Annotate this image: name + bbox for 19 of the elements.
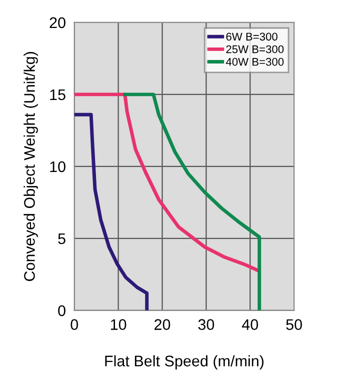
line-series (123, 92, 262, 310)
x-tick-label: 30 (198, 319, 214, 330)
x-tick-label: 10 (110, 319, 126, 330)
x-tick-label: 50 (286, 319, 302, 330)
line-series (74, 92, 259, 272)
y-tick-label: 0 (58, 305, 66, 316)
y-tick-label: 5 (58, 233, 66, 244)
x-tick-label: 0 (70, 319, 78, 330)
legend-label: 40W B=300 (226, 58, 284, 66)
legend-label: 25W B=300 (226, 45, 284, 54)
y-tick-label: 20 (50, 17, 66, 28)
legend-label: 6W B=300 (226, 32, 278, 41)
y-tick-label: 10 (50, 161, 66, 172)
x-tick-label: 40 (242, 319, 258, 330)
y-axis-title: Conveyed Object Weight (Unit/kg) (24, 52, 38, 281)
y-tick-label: 15 (50, 89, 66, 100)
x-tick-label: 20 (154, 319, 170, 330)
line-series (74, 112, 149, 310)
x-axis-title: Flat Belt Speed (m/min) (105, 355, 264, 370)
